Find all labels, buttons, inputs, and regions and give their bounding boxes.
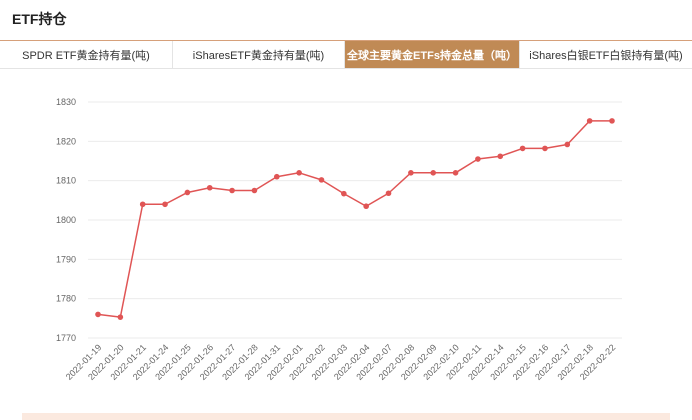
- data-point: [273, 173, 280, 180]
- data-point: [363, 203, 369, 210]
- data-point: [475, 156, 481, 162]
- data-point: [318, 177, 325, 183]
- tab-global-gold-etfs[interactable]: 全球主要黄金ETFs持金总量（吨）: [344, 41, 519, 68]
- data-point: [184, 189, 191, 196]
- data-point: [564, 141, 571, 148]
- y-tick-label: 1790: [56, 254, 76, 264]
- tab-ishares-gold[interactable]: iSharesETF黄金持有量(吨): [172, 41, 344, 68]
- data-point: [586, 118, 593, 124]
- line-chart: 17701780179018001810182018302022-01-1920…: [56, 97, 622, 382]
- data-point: [95, 311, 101, 318]
- data-point: [609, 118, 615, 124]
- data-point: [162, 201, 168, 208]
- tab-bar: SPDR ETF黄金持有量(吨) iSharesETF黄金持有量(吨) 全球主要…: [0, 40, 692, 69]
- series-line: [97, 120, 612, 318]
- y-tick-label: 1820: [56, 136, 76, 146]
- tab-ishares-silver[interactable]: iShares白银ETF白银持有量(吨): [519, 41, 692, 68]
- data-point: [408, 170, 414, 176]
- data-point: [206, 184, 213, 191]
- tab-spdr-gold[interactable]: SPDR ETF黄金持有量(吨): [22, 49, 150, 62]
- data-point: [452, 170, 459, 176]
- data-point: [542, 145, 548, 152]
- data-point: [341, 190, 347, 197]
- data-point: [497, 153, 504, 160]
- y-tick-label: 1780: [56, 294, 76, 304]
- page-title: ETF持仓: [12, 11, 67, 27]
- data-point: [229, 187, 235, 194]
- y-tick-label: 1830: [56, 97, 76, 107]
- data-point: [251, 187, 258, 194]
- y-tick-label: 1800: [56, 215, 76, 225]
- bottom-panel: [22, 413, 670, 420]
- data-point: [385, 190, 392, 197]
- data-point: [117, 314, 124, 320]
- data-point: [519, 145, 526, 152]
- data-point: [430, 170, 437, 176]
- y-tick-label: 1810: [56, 176, 76, 186]
- y-tick-label: 1770: [56, 333, 76, 343]
- data-point: [296, 170, 302, 176]
- data-point: [139, 201, 146, 208]
